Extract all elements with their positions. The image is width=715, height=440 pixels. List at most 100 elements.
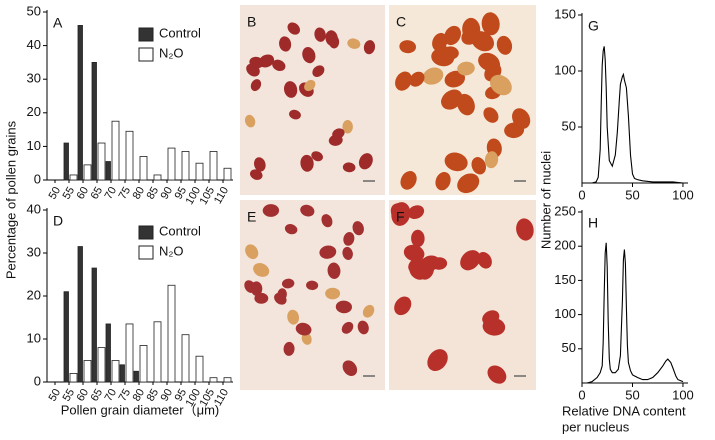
bar: [91, 267, 97, 383]
pollen-grain: [287, 22, 300, 35]
pollen-grain: [342, 246, 353, 261]
pollen-grain: [357, 320, 369, 335]
bar: [195, 162, 204, 181]
pollen-grain: [403, 244, 425, 262]
pollen-grain: [341, 321, 354, 334]
x-axis-label: Pollen grain diameter（μm): [61, 402, 220, 417]
y-tick-label: 100: [554, 306, 576, 321]
legend-label: Control: [159, 25, 201, 40]
pollen-grain: [287, 309, 300, 325]
pollen-grain: [342, 162, 356, 173]
pollen-grain: [250, 79, 262, 92]
pollen-grain: [283, 81, 298, 98]
pollen-grain: [244, 280, 256, 293]
pollen-grain: [279, 36, 292, 52]
bar: [77, 25, 83, 181]
y-tick-label: 30: [27, 244, 41, 259]
x-tick-label: 0: [578, 387, 585, 402]
legend-swatch: [138, 245, 154, 260]
y-tick-label: 250: [554, 203, 576, 218]
bar: [167, 284, 176, 383]
pollen-grain: [435, 171, 451, 191]
panel-label: H: [588, 215, 598, 231]
legend-label: N₂O: [159, 45, 184, 60]
pollen-grain: [347, 38, 361, 49]
pollen-grain: [254, 157, 266, 172]
pollen-grain: [358, 153, 373, 170]
x-tick-label: 90: [159, 185, 176, 202]
bar: [139, 156, 148, 181]
x-tick-label: 70: [103, 185, 120, 202]
y-tick-label: 40: [27, 37, 41, 52]
y-tick-label: 20: [27, 104, 41, 119]
pollen-grain: [457, 173, 480, 194]
pollen-grain: [471, 157, 486, 175]
bar: [139, 345, 148, 383]
pollen-grain: [395, 71, 412, 91]
pollen-grain: [327, 262, 341, 279]
x-axis-label: per nucleus: [562, 419, 630, 434]
y-tick-label: 150: [554, 272, 576, 287]
pollen-grain: [343, 232, 355, 246]
x-tick-label: 50: [625, 187, 639, 202]
x-tick-label: 110: [212, 185, 231, 206]
x-tick-label: 50: [625, 387, 639, 402]
pollen-grain: [482, 317, 506, 336]
pollen-grain: [411, 229, 425, 248]
pollen-grain: [284, 224, 298, 235]
data-line: [587, 46, 684, 184]
bar: [63, 142, 69, 181]
x-tick-label: 60: [75, 387, 92, 404]
legend-swatch: [138, 47, 154, 62]
pollen-grain: [444, 152, 468, 172]
bar: [77, 246, 83, 383]
bar: [167, 147, 176, 181]
pollen-grain: [394, 296, 412, 316]
y-tick-label: 50: [562, 118, 576, 133]
x-tick-label: 90: [159, 387, 176, 404]
x-tick-label: 70: [103, 387, 120, 404]
bar: [223, 377, 232, 383]
y-tick-label: 50: [27, 3, 41, 18]
y-tick-label: 0: [34, 171, 41, 186]
x-tick-label: 50: [47, 185, 64, 202]
bar: [181, 334, 190, 383]
panel-label: A: [53, 15, 63, 31]
legend-label: Control: [159, 223, 201, 238]
x-tick-label: 65: [89, 185, 106, 202]
pollen-grain: [363, 40, 376, 55]
bar: [97, 347, 106, 383]
bar: [195, 355, 204, 383]
pollen-grain: [245, 244, 259, 260]
bar: [125, 323, 134, 383]
x-axis-label: Relative DNA content: [562, 403, 686, 418]
x-tick-label: 100: [672, 187, 694, 202]
bar: [105, 161, 111, 181]
pollen-grain: [249, 56, 264, 69]
pollen-grain: [281, 278, 295, 289]
y-axis-label: Number of nuclei: [538, 151, 553, 249]
x-tick-label: 50: [47, 387, 64, 404]
pollen-grain: [407, 205, 425, 220]
pollen-grain: [306, 280, 319, 291]
pollen-grain: [444, 70, 466, 88]
bar: [63, 291, 69, 383]
y-tick-label: 100: [554, 62, 576, 77]
pollen-grain: [484, 151, 499, 169]
pollen-grain: [295, 322, 312, 336]
bar: [223, 167, 232, 181]
data-line: [586, 242, 684, 384]
bar: [119, 364, 125, 383]
panel-label: D: [53, 213, 63, 229]
pollen-grain: [325, 30, 338, 46]
pollen-grain: [283, 341, 295, 356]
pollen-grain: [335, 300, 352, 314]
pollen-grain: [352, 221, 364, 236]
bar: [97, 142, 106, 181]
pollen-grain: [399, 40, 417, 54]
panel-label: B: [247, 14, 256, 30]
pollen-grain: [460, 250, 481, 271]
pollen-grain: [314, 27, 326, 42]
x-tick-label: 55: [61, 185, 78, 202]
bar: [83, 360, 92, 383]
